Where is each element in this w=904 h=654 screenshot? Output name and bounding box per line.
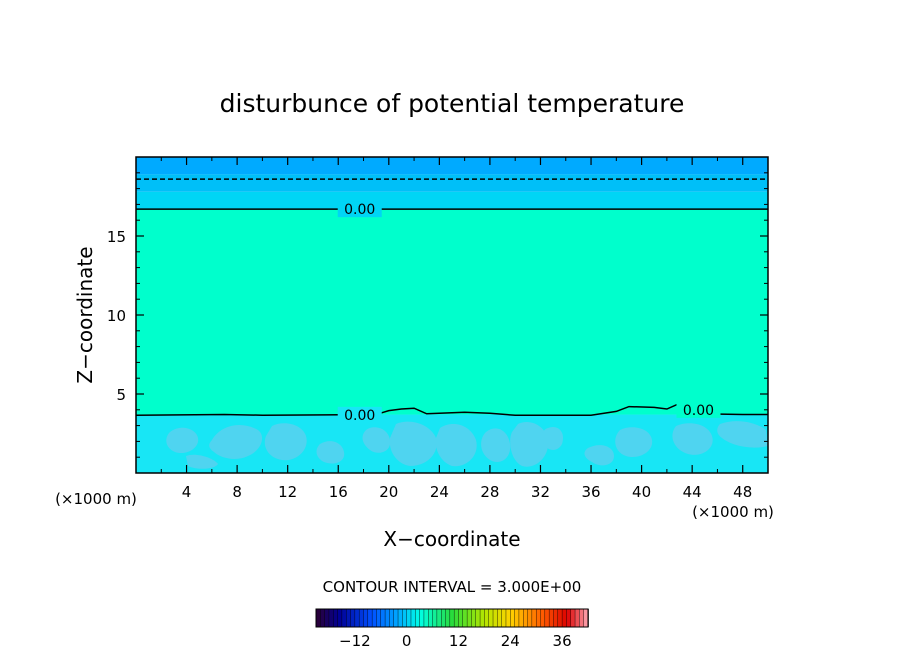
lower-blob	[186, 454, 218, 469]
x-axis-label: X−coordinate	[383, 527, 520, 551]
colorbar	[315, 608, 589, 628]
colorbar-tick-label: 36	[553, 632, 572, 650]
lower-blob	[615, 427, 653, 458]
lower-blob	[209, 425, 263, 459]
colorbar-ticks: −12 0 12 24 36	[339, 632, 572, 650]
lower-blob	[389, 421, 437, 466]
lower-blob	[166, 427, 199, 454]
colorbar-tick-label: 0	[402, 632, 412, 650]
color-band	[136, 209, 768, 415]
colorbar-tick-label: 24	[501, 632, 520, 650]
colorbar-frame	[315, 608, 589, 628]
y-axis: 5 10 15	[107, 172, 768, 458]
x-unit-right: (×1000 m)	[692, 503, 774, 521]
lower-blob	[362, 427, 391, 453]
lower-blob	[264, 423, 307, 461]
x-tick-label: 8	[232, 483, 242, 501]
colorbar-tick-label: 12	[449, 632, 468, 650]
y-axis-label: Z−coordinate	[73, 246, 97, 383]
contour-label-bg	[676, 401, 721, 418]
lower-blob	[672, 423, 713, 455]
x-tick-label: 36	[581, 483, 600, 501]
x-tick-label: 12	[278, 483, 297, 501]
color-band	[136, 191, 768, 210]
contour-label-bg	[337, 201, 382, 218]
lower-blob	[717, 421, 768, 448]
x-tick-label: 44	[683, 483, 702, 501]
lower-blob	[316, 441, 345, 464]
x-tick-label: 28	[480, 483, 499, 501]
colorbar-tick-label: −12	[339, 632, 371, 650]
lower-blob	[481, 428, 511, 463]
y-tick-label: 10	[107, 307, 126, 325]
x-tick-label: 40	[632, 483, 651, 501]
x-tick-label: 20	[379, 483, 398, 501]
lower-blob	[435, 424, 477, 467]
lower-blob	[541, 426, 564, 450]
x-unit-left: (×1000 m)	[55, 490, 137, 508]
x-tick-label: 16	[329, 483, 348, 501]
y-tick-label: 5	[116, 386, 126, 404]
x-tick-label: 48	[733, 483, 752, 501]
color-band	[136, 174, 768, 192]
lower-layer-blobs	[166, 421, 768, 469]
lower-blob	[584, 445, 614, 466]
color-band	[136, 157, 768, 175]
chart-title: disturbunce of potential temperature	[220, 89, 685, 118]
contour-label: 0.00	[683, 403, 714, 419]
x-tick-label: 32	[531, 483, 550, 501]
x-axis: 4 8 12 16 20 24 28 32 36 40 44 48	[160, 157, 752, 501]
plot-area: 0.00 0.00 0.00	[136, 157, 768, 473]
contour-label: 0.00	[344, 202, 375, 218]
y-tick-label: 15	[107, 228, 126, 246]
x-tick-label: 24	[430, 483, 449, 501]
lower-blob	[510, 421, 549, 467]
x-tick-label: 4	[182, 483, 192, 501]
contour-interval-text: CONTOUR INTERVAL = 3.000E+00	[323, 578, 582, 596]
contour-label-bg	[337, 406, 382, 423]
contour-label: 0.00	[344, 408, 375, 424]
